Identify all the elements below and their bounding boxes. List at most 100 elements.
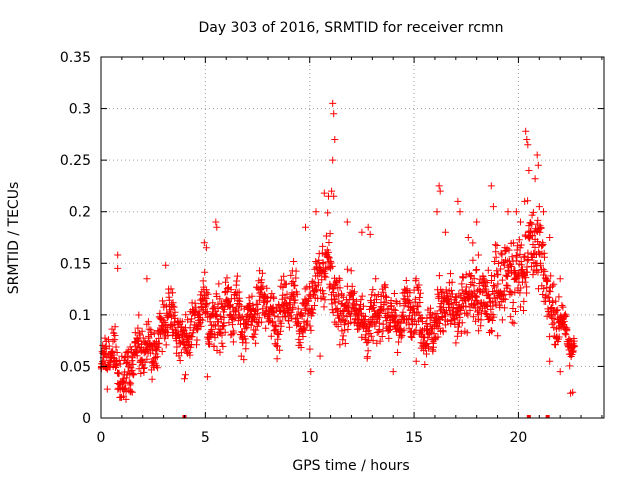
data-point bbox=[358, 228, 366, 236]
data-point bbox=[369, 313, 377, 321]
data-point bbox=[391, 306, 399, 314]
data-point bbox=[487, 182, 495, 190]
data-point bbox=[321, 269, 329, 277]
data-point bbox=[485, 316, 493, 323]
x-tick-label: 5 bbox=[201, 430, 210, 446]
data-point bbox=[462, 283, 470, 291]
data-point bbox=[311, 302, 319, 309]
data-point bbox=[287, 271, 295, 279]
data-point bbox=[435, 314, 443, 322]
data-point bbox=[467, 272, 475, 279]
data-point bbox=[213, 311, 221, 319]
data-point bbox=[233, 272, 241, 280]
y-tick-labels: 0 0.05 0.1 0.15 0.2 0.25 0.3 0.35 bbox=[60, 50, 91, 427]
data-point bbox=[295, 335, 303, 343]
data-point bbox=[259, 269, 266, 277]
data-point bbox=[546, 234, 554, 241]
data-point bbox=[273, 342, 281, 350]
data-point bbox=[544, 277, 552, 285]
x-tick-label: 10 bbox=[301, 430, 319, 446]
data-point bbox=[490, 282, 498, 289]
data-point bbox=[521, 197, 529, 205]
data-point bbox=[216, 348, 224, 356]
data-point bbox=[234, 306, 242, 314]
data-point bbox=[534, 238, 542, 246]
data-point bbox=[236, 297, 244, 305]
data-point bbox=[459, 274, 467, 282]
data-point bbox=[555, 333, 563, 341]
data-point bbox=[298, 312, 306, 320]
data-point bbox=[537, 259, 544, 267]
data-point bbox=[307, 368, 315, 376]
data-point bbox=[552, 297, 560, 305]
data-point bbox=[357, 296, 365, 304]
data-point bbox=[381, 284, 389, 292]
data-point bbox=[352, 297, 360, 305]
data-point bbox=[113, 349, 121, 356]
data-point bbox=[447, 320, 455, 328]
data-point bbox=[376, 337, 384, 345]
data-point bbox=[421, 361, 429, 368]
data-point bbox=[554, 306, 562, 314]
data-point bbox=[487, 327, 495, 334]
data-point bbox=[566, 336, 574, 344]
data-point bbox=[131, 329, 139, 337]
data-point bbox=[412, 357, 420, 365]
data-point bbox=[202, 295, 210, 303]
data-point bbox=[548, 320, 556, 328]
data-point bbox=[558, 302, 566, 309]
data-point bbox=[322, 273, 330, 281]
data-point bbox=[375, 319, 383, 327]
data-point bbox=[405, 321, 413, 329]
data-point bbox=[324, 209, 332, 217]
data-point bbox=[274, 342, 281, 350]
data-point bbox=[406, 289, 414, 297]
data-point bbox=[128, 388, 136, 396]
data-point bbox=[426, 320, 434, 328]
data-point bbox=[217, 326, 225, 334]
data-point bbox=[540, 285, 548, 293]
data-point bbox=[143, 275, 151, 283]
data-point bbox=[512, 208, 520, 216]
data-point bbox=[339, 336, 347, 344]
data-point bbox=[356, 305, 364, 313]
data-point bbox=[252, 326, 260, 334]
data-point bbox=[173, 343, 181, 351]
data-point bbox=[511, 267, 519, 275]
data-point bbox=[101, 334, 109, 342]
data-point bbox=[515, 236, 523, 244]
data-point bbox=[245, 294, 253, 302]
data-point bbox=[325, 254, 333, 262]
data-point bbox=[465, 270, 473, 278]
data-point bbox=[439, 328, 447, 336]
data-point bbox=[347, 267, 355, 275]
data-point bbox=[124, 368, 132, 376]
data-point bbox=[212, 218, 220, 226]
data-point bbox=[281, 308, 288, 316]
data-point bbox=[288, 289, 296, 297]
data-point bbox=[363, 353, 371, 361]
data-point bbox=[133, 352, 141, 360]
data-point bbox=[249, 301, 257, 309]
data-point bbox=[288, 314, 296, 322]
data-point bbox=[504, 208, 512, 216]
plot-frame bbox=[100, 56, 605, 419]
data-point bbox=[516, 289, 524, 297]
data-point bbox=[555, 293, 563, 301]
data-point bbox=[277, 327, 284, 335]
data-point bbox=[252, 339, 260, 347]
data-point bbox=[177, 349, 185, 357]
data-point bbox=[264, 297, 271, 305]
data-point bbox=[114, 251, 122, 259]
data-point bbox=[390, 306, 398, 314]
data-point bbox=[488, 327, 496, 335]
data-point bbox=[115, 369, 123, 377]
data-point bbox=[472, 293, 480, 301]
data-point bbox=[343, 265, 351, 273]
data-point bbox=[202, 301, 210, 309]
data-point bbox=[140, 364, 148, 372]
data-point bbox=[504, 272, 512, 280]
data-point bbox=[319, 242, 327, 250]
data-point bbox=[383, 293, 390, 301]
